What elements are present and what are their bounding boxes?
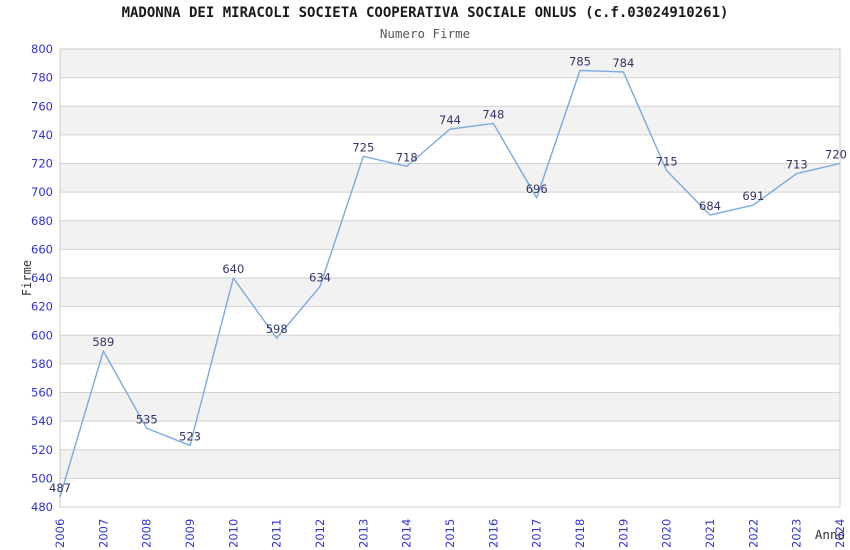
line-series xyxy=(59,69,841,498)
data-point-label: 634 xyxy=(309,271,331,285)
y-tick-label: 580 xyxy=(31,357,53,371)
y-tick-label: 560 xyxy=(31,386,53,400)
y-tick-label: 660 xyxy=(31,242,53,256)
x-axis-title: Anno xyxy=(814,527,845,542)
x-tick-label: 2020 xyxy=(660,519,674,548)
y-tick-label: 520 xyxy=(31,443,53,457)
grid-band xyxy=(60,392,840,422)
x-tick-label: 2011 xyxy=(270,519,284,548)
data-point-label: 720 xyxy=(825,148,847,162)
data-point-label: 589 xyxy=(92,335,114,349)
x-tick-label: 2015 xyxy=(443,519,457,548)
grid-band xyxy=(60,449,840,479)
y-tick-label: 800 xyxy=(31,42,53,56)
data-point-label: 748 xyxy=(482,107,504,121)
y-tick-label: 540 xyxy=(31,414,53,428)
data-point-label: 640 xyxy=(222,262,244,276)
data-point-label: 684 xyxy=(699,199,721,213)
plot-border xyxy=(59,48,841,508)
data-point-label: 696 xyxy=(526,182,548,196)
grid-band xyxy=(60,163,840,193)
x-tick-label: 2009 xyxy=(183,519,197,548)
data-point-label: 744 xyxy=(439,113,461,127)
x-tick-label: 2008 xyxy=(140,519,154,548)
data-point-label: 713 xyxy=(786,158,808,172)
y-tick-label: 760 xyxy=(31,99,53,113)
data-point-label: 718 xyxy=(396,150,418,164)
y-tick-label: 680 xyxy=(31,214,53,228)
data-point-label: 715 xyxy=(656,155,678,169)
x-tick-label: 2022 xyxy=(746,519,760,548)
grid-band xyxy=(60,278,840,307)
data-point-label: 725 xyxy=(352,140,374,154)
data-point-label: 691 xyxy=(742,189,764,203)
y-tick-label: 740 xyxy=(31,128,53,142)
x-tick-label: 2013 xyxy=(356,519,370,548)
y-tick-label: 480 xyxy=(31,500,53,514)
chart-subtitle: Numero Firme xyxy=(379,26,471,41)
data-point-label: 784 xyxy=(612,56,634,70)
data-point-label: 598 xyxy=(266,322,288,336)
x-tick-label: 2019 xyxy=(616,519,630,548)
y-tick-label: 640 xyxy=(31,271,53,285)
y-tick-label: 620 xyxy=(31,300,53,314)
x-tick-label: 2016 xyxy=(486,519,500,548)
x-tick-label: 2024 xyxy=(833,519,847,548)
x-tick-label: 2021 xyxy=(703,519,717,548)
grid-band xyxy=(60,49,840,78)
grid-band xyxy=(60,335,840,364)
y-tick-label: 720 xyxy=(31,157,53,171)
grid-band xyxy=(60,220,840,250)
y-tick-label: 700 xyxy=(31,185,53,199)
x-tick-label: 2023 xyxy=(790,519,804,548)
y-tick-label: 600 xyxy=(31,328,53,342)
x-tick-label: 2010 xyxy=(226,519,240,548)
y-tick-label: 780 xyxy=(31,71,53,85)
data-point-label: 785 xyxy=(569,54,591,68)
x-tick-label: 2017 xyxy=(530,519,544,548)
data-point-label: 523 xyxy=(179,429,201,443)
x-tick-label: 2007 xyxy=(96,519,110,548)
x-tick-label: 2006 xyxy=(53,519,67,548)
x-tick-label: 2012 xyxy=(313,519,327,548)
grid-band xyxy=(60,106,840,135)
y-tick-label: 500 xyxy=(31,471,53,485)
data-point-label: 535 xyxy=(136,412,158,426)
x-tick-label: 2018 xyxy=(573,519,587,548)
data-point-label: 487 xyxy=(49,481,71,495)
chart-title: MADONNA DEI MIRACOLI SOCIETA COOPERATIVA… xyxy=(121,5,729,21)
x-tick-label: 2014 xyxy=(400,519,414,548)
